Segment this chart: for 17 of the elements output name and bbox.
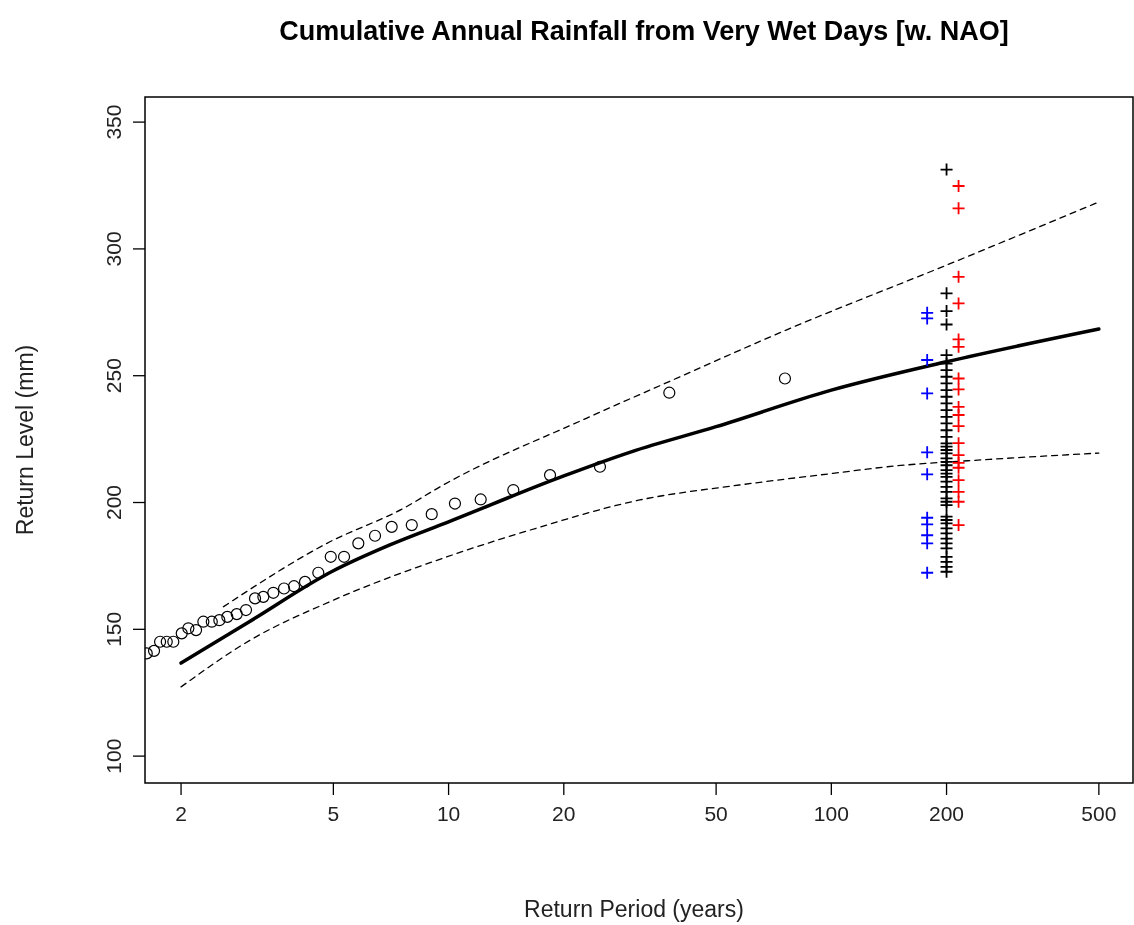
y-tick-label: 150 <box>102 611 125 647</box>
y-tick-label: 350 <box>102 104 125 140</box>
y-tick-label: 100 <box>102 738 125 774</box>
y-tick-label: 200 <box>102 484 125 521</box>
x-tick-label: 20 <box>552 802 576 825</box>
x-tick-label: 200 <box>929 802 965 825</box>
x-tick-label: 500 <box>1081 802 1117 825</box>
y-tick-label: 300 <box>102 231 125 267</box>
chart-title: Cumulative Annual Rainfall from Very Wet Days [w. NAO] <box>279 16 1009 46</box>
x-tick-label: 2 <box>175 802 187 825</box>
x-axis-title: Return Period (years) <box>524 896 744 922</box>
x-tick-label: 50 <box>704 802 728 825</box>
x-tick-label: 10 <box>436 802 461 825</box>
x-tick-label: 100 <box>813 802 849 825</box>
x-tick-label: 5 <box>327 802 340 825</box>
y-axis-title: Return Level (mm) <box>12 344 38 536</box>
y-tick-label: 250 <box>102 358 125 394</box>
